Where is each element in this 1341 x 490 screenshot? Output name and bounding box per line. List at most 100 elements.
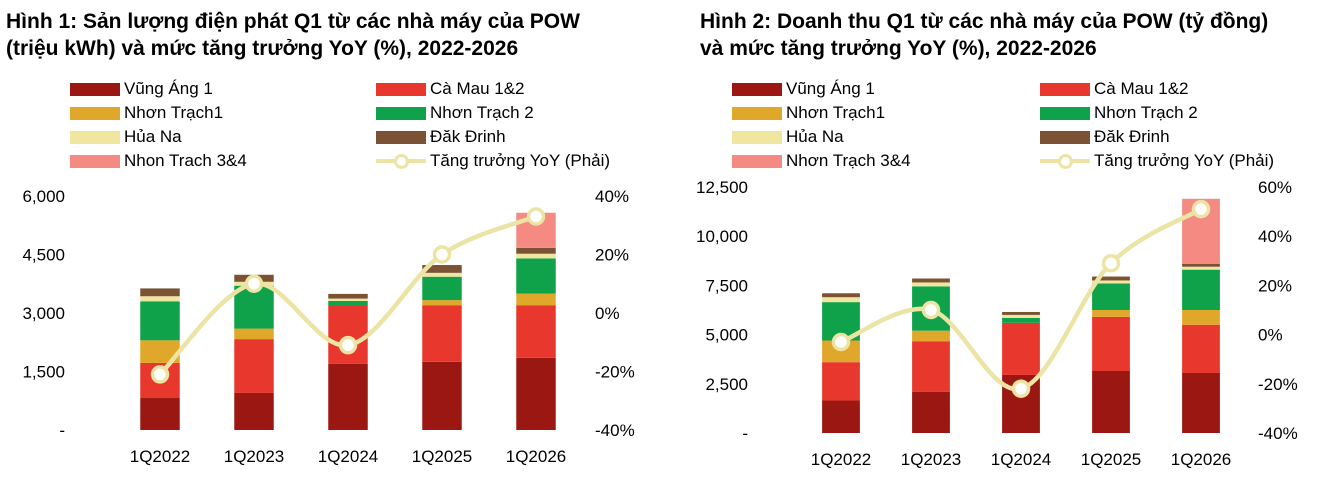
chart-title: Hình 1: Sản lượng điện phát Q1 từ các nh… — [6, 8, 580, 62]
legend-label: Nhơn Trạch 2 — [430, 103, 534, 122]
bar-segment — [516, 253, 556, 259]
x-tick-label: 1Q2026 — [1171, 450, 1232, 469]
bar-segment — [1002, 322, 1040, 375]
y2-tick-label: 0% — [595, 304, 620, 323]
legend-label: Nhơn Trạch 2 — [1094, 103, 1198, 122]
x-tick-label: 1Q2024 — [318, 447, 379, 466]
legend-item-ca-mau: Cà Mau 1&2 — [376, 78, 525, 100]
yoy-point — [1011, 379, 1031, 398]
bar-segment — [328, 363, 368, 430]
bar-segment — [328, 300, 368, 306]
yoy-point — [526, 207, 546, 226]
yoy-point — [921, 300, 941, 320]
chart-panel-1: Hình 1: Sản lượng điện phát Q1 từ các nh… — [6, 0, 646, 490]
legend-item-nhon-trach1: Nhơn Trạch1 — [70, 102, 223, 124]
bar-segment — [234, 328, 274, 340]
yoy-point — [338, 335, 358, 355]
bar-segment — [1092, 283, 1130, 310]
legend-label: Hủa Na — [124, 127, 182, 146]
yoy-point — [1101, 254, 1121, 273]
y-tick-label: 3,000 — [22, 304, 65, 323]
x-tick-label: 1Q2022 — [811, 450, 872, 469]
bar-segment — [516, 305, 556, 358]
bar-segment — [422, 276, 462, 301]
chart-legend: Vũng Áng 1 Cà Mau 1&2 Nhơn Trạch1 Nhơn T… — [70, 78, 630, 178]
legend-swatch — [732, 82, 782, 96]
bar-segment — [1182, 324, 1220, 373]
bar-segment — [234, 392, 274, 430]
legend-label: Cà Mau 1&2 — [430, 79, 525, 98]
chart-panel-2: Hình 2: Doanh thu Q1 từ các nhà máy của … — [696, 0, 1340, 490]
chart-title-line-1: Hình 2: Doanh thu Q1 từ các nhà máy của … — [700, 10, 1269, 33]
legend-item-hua-na: Hủa Na — [732, 126, 844, 148]
y-tick-label: 4,500 — [22, 246, 65, 265]
yoy-point — [150, 365, 170, 384]
legend-swatch — [732, 106, 782, 120]
bar-segment — [1002, 314, 1040, 318]
yoy-point — [1191, 199, 1211, 219]
bar-segment — [422, 300, 462, 306]
bar-segment — [1002, 311, 1040, 315]
bar-segment — [912, 391, 950, 433]
legend-item-dak-drinh: Đăk Đrinh — [376, 126, 506, 148]
y-tick-label: 1,500 — [22, 363, 65, 382]
legend-label: Đăk Đrinh — [430, 127, 506, 146]
legend-item-nhon-trach2: Nhơn Trạch 2 — [1040, 102, 1198, 124]
bar-segment — [422, 305, 462, 362]
legend-item-dak-drinh: Đăk Đrinh — [1040, 126, 1170, 148]
legend-item-nhon-trach1: Nhơn Trạch1 — [732, 102, 885, 124]
y-tick-label: 10,000 — [696, 227, 748, 246]
legend-swatch — [732, 130, 782, 144]
legend-item-nhon-trach34: Nhơn Trạch 3&4 — [732, 150, 911, 172]
y2-tick-label: 20% — [1258, 276, 1292, 295]
bar-segment — [1092, 280, 1130, 284]
y-tick-label: 7,500 — [705, 276, 748, 295]
bar-segment — [516, 357, 556, 430]
y-tick-label: 6,000 — [22, 187, 65, 206]
legend-label: Tăng trưởng YoY (Phải) — [1094, 151, 1275, 170]
y-tick-label: - — [59, 421, 65, 440]
legend-swatch — [376, 106, 426, 120]
legend-label: Hủa Na — [786, 127, 844, 146]
legend-label: Tăng trưởng YoY (Phải) — [430, 151, 611, 170]
bar-segment — [422, 265, 462, 273]
bar-segment — [140, 340, 180, 363]
legend-swatch — [1040, 130, 1090, 144]
chart-legend: Vũng Áng 1 Cà Mau 1&2 Nhơn Trạch1 Nhơn T… — [732, 78, 1332, 178]
bar-segment — [1182, 269, 1220, 310]
bar-segment — [822, 297, 860, 303]
legend-item-hua-na: Hủa Na — [70, 126, 182, 148]
legend-item-vung-ang: Vũng Áng 1 — [732, 78, 875, 100]
legend-item-ca-mau: Cà Mau 1&2 — [1040, 78, 1189, 100]
bar-segment — [822, 362, 860, 401]
legend-label: Cà Mau 1&2 — [1094, 79, 1189, 98]
x-tick-label: 1Q2023 — [901, 450, 962, 469]
y2-tick-label: -40% — [595, 421, 635, 440]
bar-segment — [1092, 316, 1130, 372]
bar-segment — [912, 282, 950, 287]
bar-segment — [1092, 310, 1130, 317]
x-tick-label: 1Q2023 — [224, 447, 285, 466]
bar-segment — [140, 288, 180, 297]
bar-segment — [822, 293, 860, 298]
x-tick-label: 1Q2025 — [412, 447, 473, 466]
legend-swatch — [70, 130, 120, 144]
chart-plot-area: - 2,500 5,000 7,500 10,000 12,500 -40% -20% 0% 20… — [696, 178, 1298, 469]
x-tick-label: 1Q2025 — [1081, 450, 1142, 469]
bar-segment — [422, 361, 462, 430]
legend-swatch — [732, 154, 782, 168]
chart-title-line-2: và mức tăng trưởng YoY (%), 2022-2026 — [700, 37, 1097, 60]
y2-tick-label: -20% — [595, 363, 635, 382]
bar-segment — [328, 305, 368, 364]
bar-segment — [912, 330, 950, 342]
yoy-point — [432, 245, 452, 264]
y-tick-label: - — [742, 424, 748, 443]
bar-segment — [140, 301, 180, 341]
bar-segment — [822, 340, 860, 363]
legend-label: Đăk Đrinh — [1094, 127, 1170, 146]
bar-segment — [822, 400, 860, 433]
chart-plot-area: - 1,500 3,000 4,500 6,000 -40% -20% 0% 20% 40% 1Q2… — [22, 187, 635, 466]
y2-tick-label: 40% — [595, 187, 629, 206]
chart-title-line-2: (triệu kWh) và mức tăng trưởng YoY (%), … — [6, 37, 519, 60]
bar-segment — [516, 293, 556, 306]
